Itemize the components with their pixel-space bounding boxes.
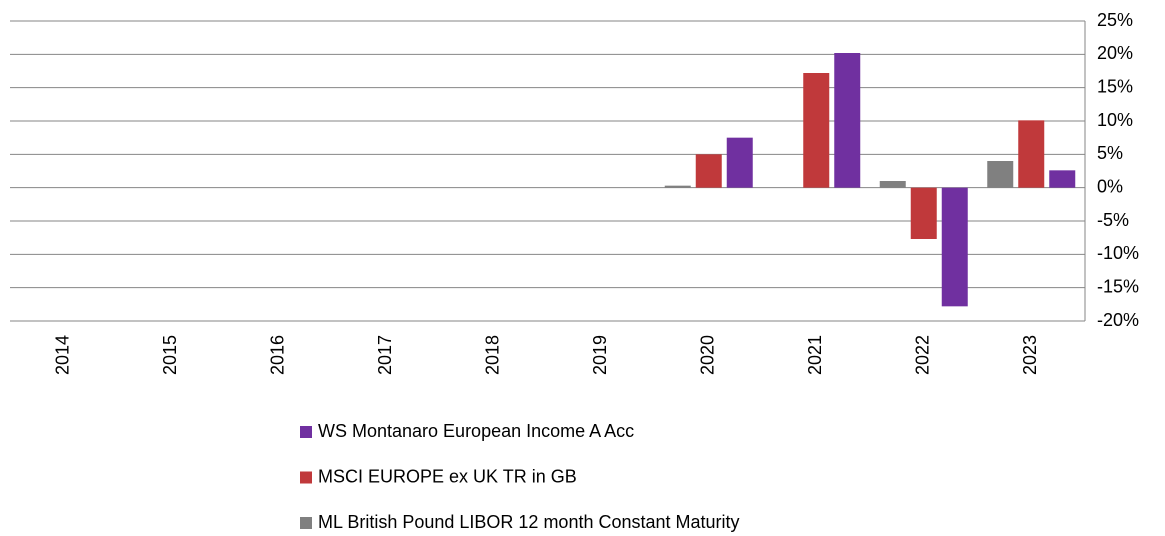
y-tick-label: -10% [1097,243,1139,263]
legend-swatch [300,517,312,529]
bar [664,185,691,188]
legend-swatch [300,426,312,438]
bar [987,161,1014,188]
y-tick-label: 20% [1097,43,1133,63]
x-tick-label: 2018 [483,335,503,375]
y-tick-label: 0% [1097,176,1123,196]
y-tick-label: 5% [1097,143,1123,163]
x-tick-label: 2019 [590,335,610,375]
bar [1018,120,1045,188]
y-tick-label: -15% [1097,276,1139,296]
x-tick-label: 2017 [375,335,395,375]
bar [803,73,830,188]
x-tick-label: 2020 [698,335,718,375]
x-tick-label: 2015 [160,335,180,375]
y-tick-label: 25% [1097,10,1133,30]
y-tick-label: -5% [1097,210,1129,230]
legend-label: WS Montanaro European Income A Acc [318,421,634,441]
y-tick-label: 10% [1097,110,1133,130]
x-tick-label: 2021 [805,335,825,375]
x-tick-label: 2023 [1020,335,1040,375]
y-tick-label: -20% [1097,310,1139,330]
bar [910,187,937,239]
bar [1049,170,1076,188]
legend-swatch [300,471,312,484]
x-tick-label: 2014 [53,335,73,375]
bar [834,53,861,188]
legend-label: ML British Pound LIBOR 12 month Constant… [318,512,740,532]
y-tick-label: 15% [1097,76,1133,96]
bar [695,154,722,188]
legend-label: MSCI EUROPE ex UK TR in GB [318,466,577,486]
x-tick-label: 2022 [913,335,933,375]
bar [726,137,753,188]
bar [941,187,968,307]
bar [879,181,906,188]
x-tick-label: 2016 [268,335,288,375]
